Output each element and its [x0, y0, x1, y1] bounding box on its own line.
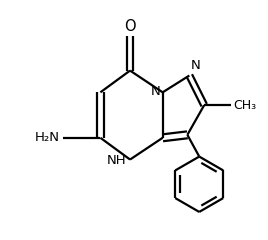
Text: H₂N: H₂N [35, 131, 60, 144]
Text: N: N [151, 85, 161, 98]
Text: N: N [190, 59, 200, 72]
Text: NH: NH [106, 154, 126, 167]
Text: O: O [124, 19, 136, 34]
Text: CH₃: CH₃ [233, 99, 256, 112]
